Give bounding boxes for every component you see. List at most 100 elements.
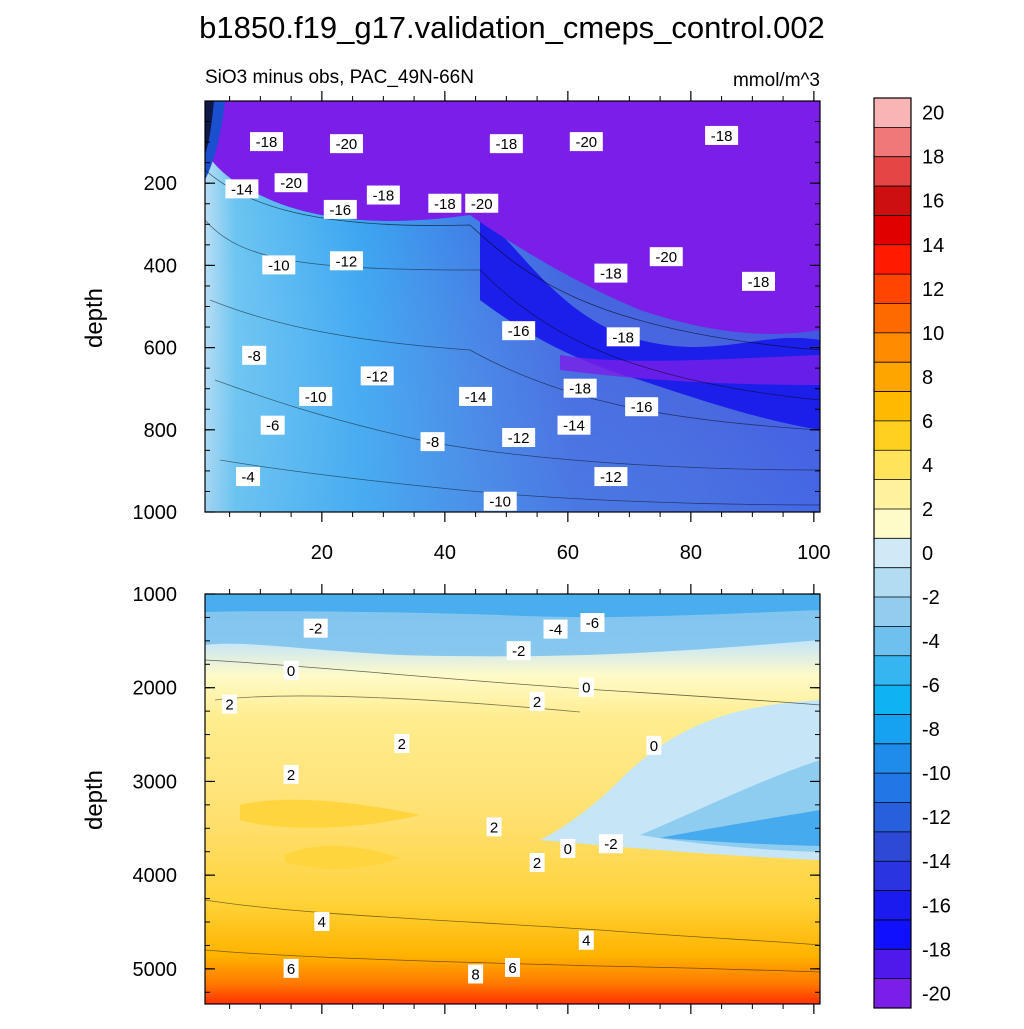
contour-label-bg [705,125,739,145]
contour-label-text: -2 [604,836,617,853]
colorbar-swatch [874,186,911,216]
x-tick-label: 20 [311,542,333,564]
upper-contour-labels: -18 -20 -18 -20 -18 -14 -20 -16 -18 -18 -20 -10 -12 -… [225,125,775,511]
contour-label-text: -16 [329,202,351,219]
panel-subtitle-left: SiO3 minus obs, PAC_49N-66N [205,67,474,88]
colorbar-swatch [874,479,911,510]
contour-label-bg [468,964,484,984]
contour-label-bg [483,491,517,511]
contour-label-text: 2 [398,736,406,753]
contour-label-text: -20 [471,196,493,213]
contour-label-bg [502,321,536,341]
contour-label-bg [560,838,576,858]
contour-label-bg [459,386,493,406]
contour-label-text: 4 [318,914,326,931]
y-tick-label: 200 [144,173,177,195]
contour-label: -12 [502,428,536,448]
colorbar-tick-label: -10 [922,763,951,785]
contour-label-text: 2 [287,767,295,784]
contour-label-bg [594,467,628,487]
lower-ylabel: depth [81,770,108,830]
contour-label-bg [303,618,328,638]
contour-label: -18 [489,134,523,154]
figure-title-group: b1850.f19_g17.validation_cmeps_control.0… [199,10,825,91]
contour-label: -16 [625,397,659,417]
contour-label-text: -18 [373,188,395,205]
contour-label-bg [578,677,594,697]
contour-label-text: -18 [496,136,518,153]
contour-label-text: -10 [268,257,290,274]
contour-label: 2 [222,694,238,714]
contour-label-bg [329,251,363,271]
contour-label: 2 [529,852,545,872]
lower-panel-frame [204,593,821,1005]
contour-label-bg [543,619,568,639]
contour-label-text: -8 [248,348,261,365]
contour-label-bg [505,957,520,977]
contour-label-text: -10 [489,494,511,511]
colorbar-swatch [874,127,911,158]
contour-label-text: -20 [575,134,597,151]
contour-label-text: -20 [655,249,677,266]
contour-label: -12 [594,467,628,487]
contour-label: 4 [314,912,330,931]
lower-field [205,594,820,1004]
contour-label-bg [625,397,659,417]
contour-label-text: 0 [287,663,295,680]
contour-label: -4 [543,619,568,639]
colorbar-tick-label: -20 [922,983,951,1005]
contour-label-text: -2 [309,621,322,638]
colorbar-swatch [874,597,911,627]
contour-label: 8 [468,964,484,984]
colorbar-tick-label: -8 [922,719,940,741]
contour-label-bg [598,834,623,854]
contour-label-text: 0 [650,738,658,755]
y-tick-label: 400 [144,255,177,277]
contour-label: -10 [299,386,333,406]
colorbar-swatch [874,274,911,304]
contour-label-text: 6 [508,960,516,977]
contour-label-text: -12 [600,469,622,486]
contour-label-bg [283,958,299,978]
contour-label-text: -20 [336,136,358,153]
upper-ylabel: depth [81,288,108,348]
colorbar-tick-label: 12 [922,279,944,301]
colorbar-swatch [874,98,911,128]
contour-label-text: -10 [305,389,327,406]
colorbar-tick-label: -4 [922,631,940,653]
contour-label-bg [580,613,605,633]
contour-label-bg [250,132,283,152]
colorbar-swatch [874,362,911,392]
colorbar-swatch [874,567,911,598]
contour-label: -10 [483,491,517,511]
contour-label: 0 [283,660,299,680]
contour-label-bg [646,735,662,755]
colorbar-swatch [874,773,911,803]
contour-label-text: -16 [631,399,653,416]
contour-label: 4 [578,930,594,950]
contour-label-text: -18 [748,274,770,291]
contour-label: -6 [260,415,285,435]
contour-label-bg [420,432,445,452]
colorbar-frame [873,97,912,1009]
colorbar-swatch [874,890,911,921]
contour-label: -20 [649,247,683,267]
contour-label: -18 [606,327,640,347]
contour-label-text: -4 [241,469,254,486]
contour-label-text: -12 [366,368,388,385]
colorbar-tick-label: 18 [922,147,944,169]
contour-label: 6 [283,958,299,978]
colorbar-swatch [874,538,911,568]
contour-label: 0 [578,677,594,697]
contour-label-bg [299,386,333,406]
contour-label: -2 [598,834,623,854]
contour-label-bg [283,660,299,680]
contour-label-bg [465,193,499,213]
colorbar-tick-label: -2 [922,587,940,609]
contour-label-bg [428,193,462,213]
contour-label: 6 [505,957,520,977]
upper-panel: -18 -20 -18 -20 -18 -14 -20 -16 -18 -18 -20 -10 -12 -… [81,91,831,564]
colorbar-swatch [874,626,911,657]
